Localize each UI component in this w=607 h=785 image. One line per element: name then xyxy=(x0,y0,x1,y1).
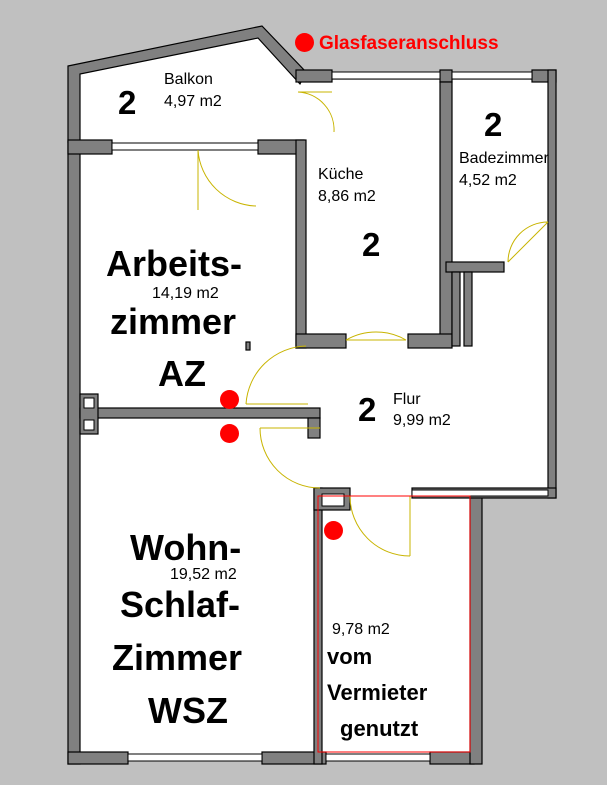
balkon-name: Balkon xyxy=(164,71,213,88)
az-area: 14,19 m2 xyxy=(152,285,219,302)
window-wsz xyxy=(127,753,263,762)
fiber-marker-vermieter xyxy=(324,521,343,540)
top-wall-kitchen xyxy=(295,69,333,83)
kueche-floor xyxy=(296,80,446,342)
kueche-bottom-wall xyxy=(295,333,347,349)
balkon-area: 4,97 m2 xyxy=(164,93,222,110)
fiber-marker-legend xyxy=(295,33,314,52)
vermieter-line2: Vermieter xyxy=(327,680,428,705)
doors xyxy=(197,91,549,557)
bad-number: 2 xyxy=(484,106,503,143)
kueche-left-wall xyxy=(295,139,307,349)
top-wall-mid xyxy=(439,69,453,83)
balkon-number: 2 xyxy=(118,84,137,121)
fiber-marker-az xyxy=(220,390,239,409)
bad-floor xyxy=(446,80,548,342)
middle-wall-left xyxy=(79,407,321,419)
vermieter-line1: vom xyxy=(327,644,373,669)
az-right-wall xyxy=(245,341,251,351)
window-kueche xyxy=(331,71,441,80)
window-vermieter xyxy=(325,753,431,762)
wsz-line2: Schlaf- xyxy=(120,584,241,625)
balkon-wall-left xyxy=(67,139,113,155)
window-flur xyxy=(411,489,549,497)
bad-name: Badezimmer xyxy=(459,150,549,167)
bottom-wall-right xyxy=(429,751,475,765)
wsz-line1: Wohn- xyxy=(130,527,242,568)
right-outer-wall xyxy=(547,69,557,499)
windows xyxy=(111,71,549,762)
az-line1: Arbeits- xyxy=(106,243,243,284)
column-details xyxy=(83,397,345,507)
fiber-marker-wsz xyxy=(220,424,239,443)
flur-area: 9,99 m2 xyxy=(393,412,451,429)
vermieter-area: 9,78 m2 xyxy=(332,621,390,638)
wsz-floor xyxy=(78,412,320,756)
bad-bottom-wall xyxy=(445,261,505,273)
wsz-line4: WSZ xyxy=(148,690,228,731)
bad-area: 4,52 m2 xyxy=(459,172,517,189)
vermieter-right-wall xyxy=(469,491,483,765)
az-line2: zimmer xyxy=(110,301,237,342)
vermieter-outline xyxy=(317,495,471,753)
kueche-number: 2 xyxy=(362,226,381,263)
shaft-wall-left xyxy=(451,271,461,347)
window-bad xyxy=(451,71,533,80)
vermieter-floor xyxy=(318,492,470,754)
az-line3: AZ xyxy=(158,353,206,394)
flur-number: 2 xyxy=(358,391,377,428)
kueche-right-wall xyxy=(439,81,453,347)
window-balkon xyxy=(111,142,259,151)
kueche-name: Küche xyxy=(318,166,364,183)
wsz-line3: Zimmer xyxy=(112,637,243,678)
shaft-wall-right xyxy=(463,271,473,347)
bottom-wall-left xyxy=(67,751,129,765)
flur-name: Flur xyxy=(393,391,421,408)
wsz-area: 19,52 m2 xyxy=(170,566,237,583)
fiber-legend-label: Glasfaseranschluss xyxy=(319,33,499,54)
vermieter-line3: genutzt xyxy=(340,716,419,741)
left-outer-wall xyxy=(67,141,81,765)
kueche-area: 8,86 m2 xyxy=(318,188,376,205)
kueche-bottom-right xyxy=(407,333,453,349)
